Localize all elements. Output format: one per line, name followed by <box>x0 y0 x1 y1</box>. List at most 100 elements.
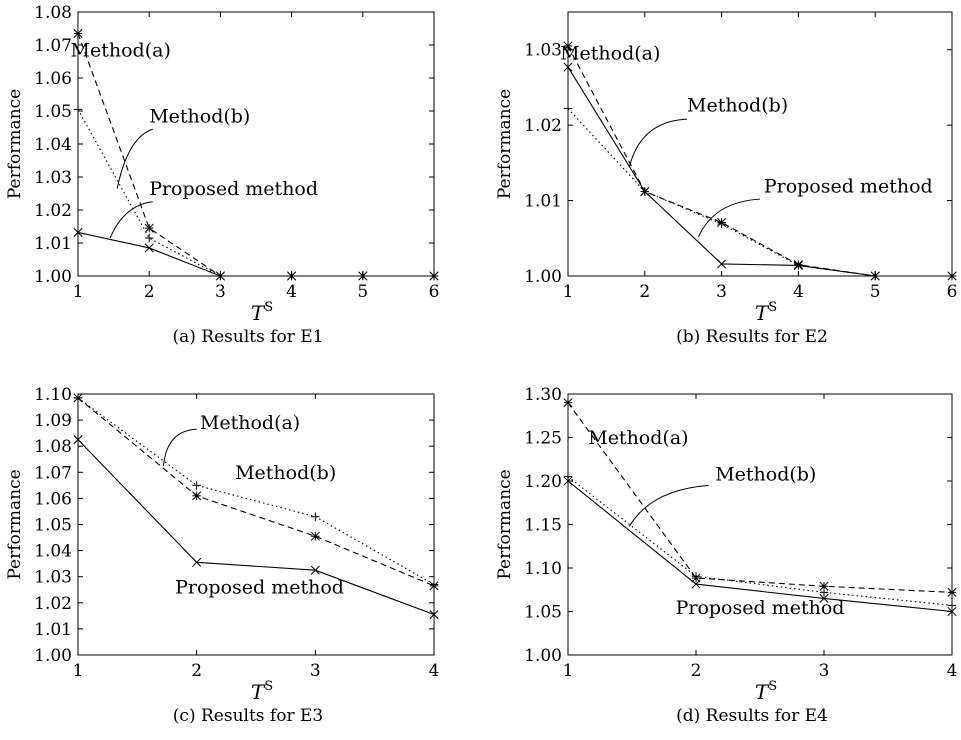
x-tick-label: 2 <box>639 282 650 302</box>
y-tick-label: 1.05 <box>524 603 562 623</box>
annotation-label: Method(b) <box>149 106 250 128</box>
data-point-x <box>429 609 439 620</box>
x-tick-label: 4 <box>429 661 440 681</box>
data-point-plus <box>717 219 726 229</box>
x-tick-label: 6 <box>947 282 958 302</box>
series-line <box>567 66 952 277</box>
y-tick-label: 1.25 <box>524 429 562 449</box>
chart-panel-2: 1 2 3 4 5 6 1.00 1.01 1.02 1.03 Performance TS(b) R… <box>495 11 958 347</box>
panel-caption: (a) Results for E1 <box>172 327 323 347</box>
y-tick-label: 1.02 <box>524 116 562 136</box>
y-axis-label: Performance <box>495 469 515 579</box>
series-line <box>77 231 434 277</box>
data-point-x <box>73 227 83 237</box>
data-point-star <box>563 398 573 408</box>
series-dashed <box>73 28 439 281</box>
data-point-plus <box>429 580 439 589</box>
x-tick-label: 1 <box>563 282 574 302</box>
series-line <box>567 476 953 606</box>
y-tick-label: 1.00 <box>524 267 562 287</box>
series-line <box>77 397 435 587</box>
data-point-plus <box>192 481 201 490</box>
data-point-x <box>870 271 880 281</box>
x-tick-label: 6 <box>429 282 440 302</box>
y-tick-label: 1.01 <box>34 234 72 254</box>
data-point-plus <box>311 512 320 521</box>
chart-panel-4: 1 2 3 4 1.00 1.05 1.10 1.15 1.20 1.25 1.30 Performa… <box>495 385 957 726</box>
x-axis-label: TS <box>755 300 777 325</box>
y-axis-label: Performance <box>5 469 25 579</box>
data-point-x <box>563 62 573 72</box>
y-tick-label: 1.08 <box>34 3 72 23</box>
y-tick-label: 1.20 <box>524 472 562 492</box>
x-axis-label: TS <box>251 300 273 325</box>
data-point-star <box>73 28 83 39</box>
annotation-label: Method(b) <box>687 95 788 117</box>
y-tick-label: 1.06 <box>34 69 72 89</box>
data-point-plus <box>947 601 957 610</box>
annotation-label: Method(a) <box>588 427 688 449</box>
annotation-label: Proposed method <box>175 577 344 599</box>
data-point-x <box>691 579 701 589</box>
series-line <box>77 439 435 616</box>
annotation-label: Method(b) <box>715 464 816 486</box>
y-tick-label: 1.00 <box>524 646 562 666</box>
series-solid <box>73 435 439 620</box>
annotation-label: Method(b) <box>235 462 336 484</box>
y-tick-label: 1.02 <box>34 201 72 221</box>
y-tick-label: 1.01 <box>524 192 562 212</box>
x-tick-label: 3 <box>716 282 727 302</box>
x-tick-label: 3 <box>819 661 830 681</box>
y-tick-label: 1.15 <box>524 516 562 536</box>
x-tick-label: 2 <box>691 661 702 681</box>
data-point-plus <box>819 588 829 597</box>
data-point-plus <box>73 105 83 114</box>
series-dotted <box>563 472 957 610</box>
annotation-leader-line <box>116 128 153 189</box>
x-tick-label: 5 <box>357 282 368 302</box>
annotation-label: Proposed method <box>149 178 318 200</box>
data-point-star <box>563 41 573 51</box>
data-point-x <box>215 271 225 281</box>
annotation-leader-line <box>698 198 761 237</box>
y-tick-label: 1.05 <box>34 516 72 536</box>
annotation-label: Method(a) <box>200 412 300 434</box>
series-solid <box>563 476 957 617</box>
x-tick-label: 5 <box>870 282 881 302</box>
data-point-x <box>358 271 368 281</box>
annotation-label: Method(a) <box>71 40 171 62</box>
panel-caption: (b) Results for E2 <box>676 327 828 347</box>
y-tick-label: 1.00 <box>34 646 72 666</box>
data-point-x <box>819 593 829 604</box>
x-axis-label: TS <box>251 679 273 704</box>
data-point-star <box>947 587 957 597</box>
series-line <box>77 33 434 277</box>
data-point-x <box>640 186 650 197</box>
series-line <box>567 402 953 593</box>
y-tick-label: 1.03 <box>34 568 72 588</box>
annotation-leader-line <box>628 118 688 167</box>
y-tick-label: 1.07 <box>34 463 72 483</box>
x-tick-label: 4 <box>793 282 804 302</box>
data-point-x <box>310 565 320 575</box>
x-tick-label: 1 <box>73 661 84 681</box>
data-point-x <box>793 260 803 270</box>
x-tick-label: 1 <box>73 282 84 302</box>
series-line <box>77 397 435 586</box>
x-tick-label: 4 <box>947 661 958 681</box>
data-point-x <box>192 557 202 567</box>
data-point-x <box>429 271 439 281</box>
y-tick-label: 1.04 <box>34 542 72 562</box>
x-tick-label: 2 <box>144 282 155 302</box>
annotation-label: Proposed method <box>764 175 933 197</box>
y-tick-label: 1.00 <box>34 267 72 287</box>
data-point-plus <box>73 393 83 403</box>
y-tick-label: 1.04 <box>34 135 72 155</box>
series-solid <box>563 62 957 281</box>
y-tick-label: 1.02 <box>34 594 72 614</box>
y-tick-label: 1.10 <box>524 559 562 579</box>
y-axis-label: Performance <box>5 89 25 199</box>
y-tick-label: 1.01 <box>34 620 72 640</box>
data-point-plus <box>145 233 154 243</box>
